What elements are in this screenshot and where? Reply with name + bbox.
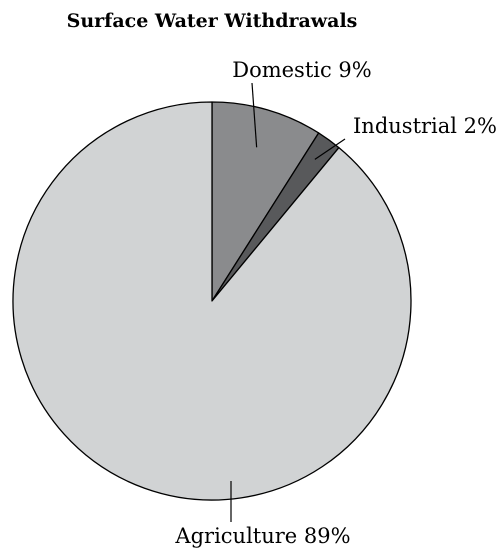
slice-label-agriculture: Agriculture 89% <box>174 524 350 548</box>
leader-lines <box>230 82 346 522</box>
leader-line-industrial <box>314 138 346 160</box>
pie-slices <box>12 101 412 501</box>
pie-slice-agriculture <box>12 101 412 501</box>
slice-label-industrial: Industrial 2% <box>353 114 497 138</box>
pie-slice-domestic <box>211 101 320 302</box>
leader-line-domestic <box>251 82 258 148</box>
slice-label-domestic: Domestic 9% <box>232 58 372 82</box>
chart-title: Surface Water Withdrawals <box>67 10 358 32</box>
